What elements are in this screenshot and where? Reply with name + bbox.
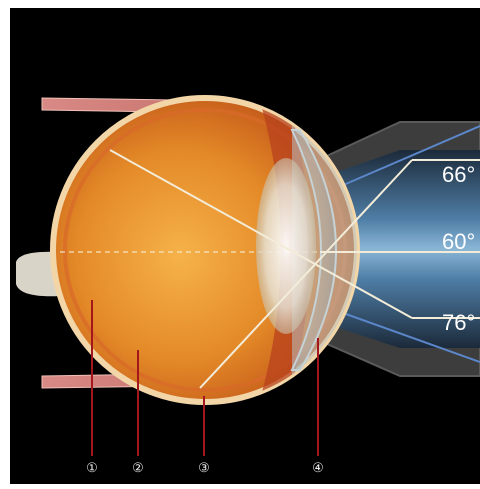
angle-label-middle: 60° bbox=[442, 229, 475, 254]
marker-2: ② bbox=[132, 460, 144, 475]
ray-upper bbox=[109, 149, 413, 319]
angle-label-lower: 76° bbox=[442, 310, 475, 335]
crystalline-lens bbox=[256, 158, 316, 334]
marker-3: ③ bbox=[198, 460, 210, 475]
marker-4: ④ bbox=[312, 460, 324, 475]
visual-field-band bbox=[320, 150, 480, 348]
marker-1: ① bbox=[86, 460, 98, 475]
ray-lower bbox=[199, 159, 413, 389]
angle-label-upper: 66° bbox=[442, 162, 475, 187]
light-rays bbox=[109, 149, 480, 389]
cornea bbox=[290, 129, 337, 371]
